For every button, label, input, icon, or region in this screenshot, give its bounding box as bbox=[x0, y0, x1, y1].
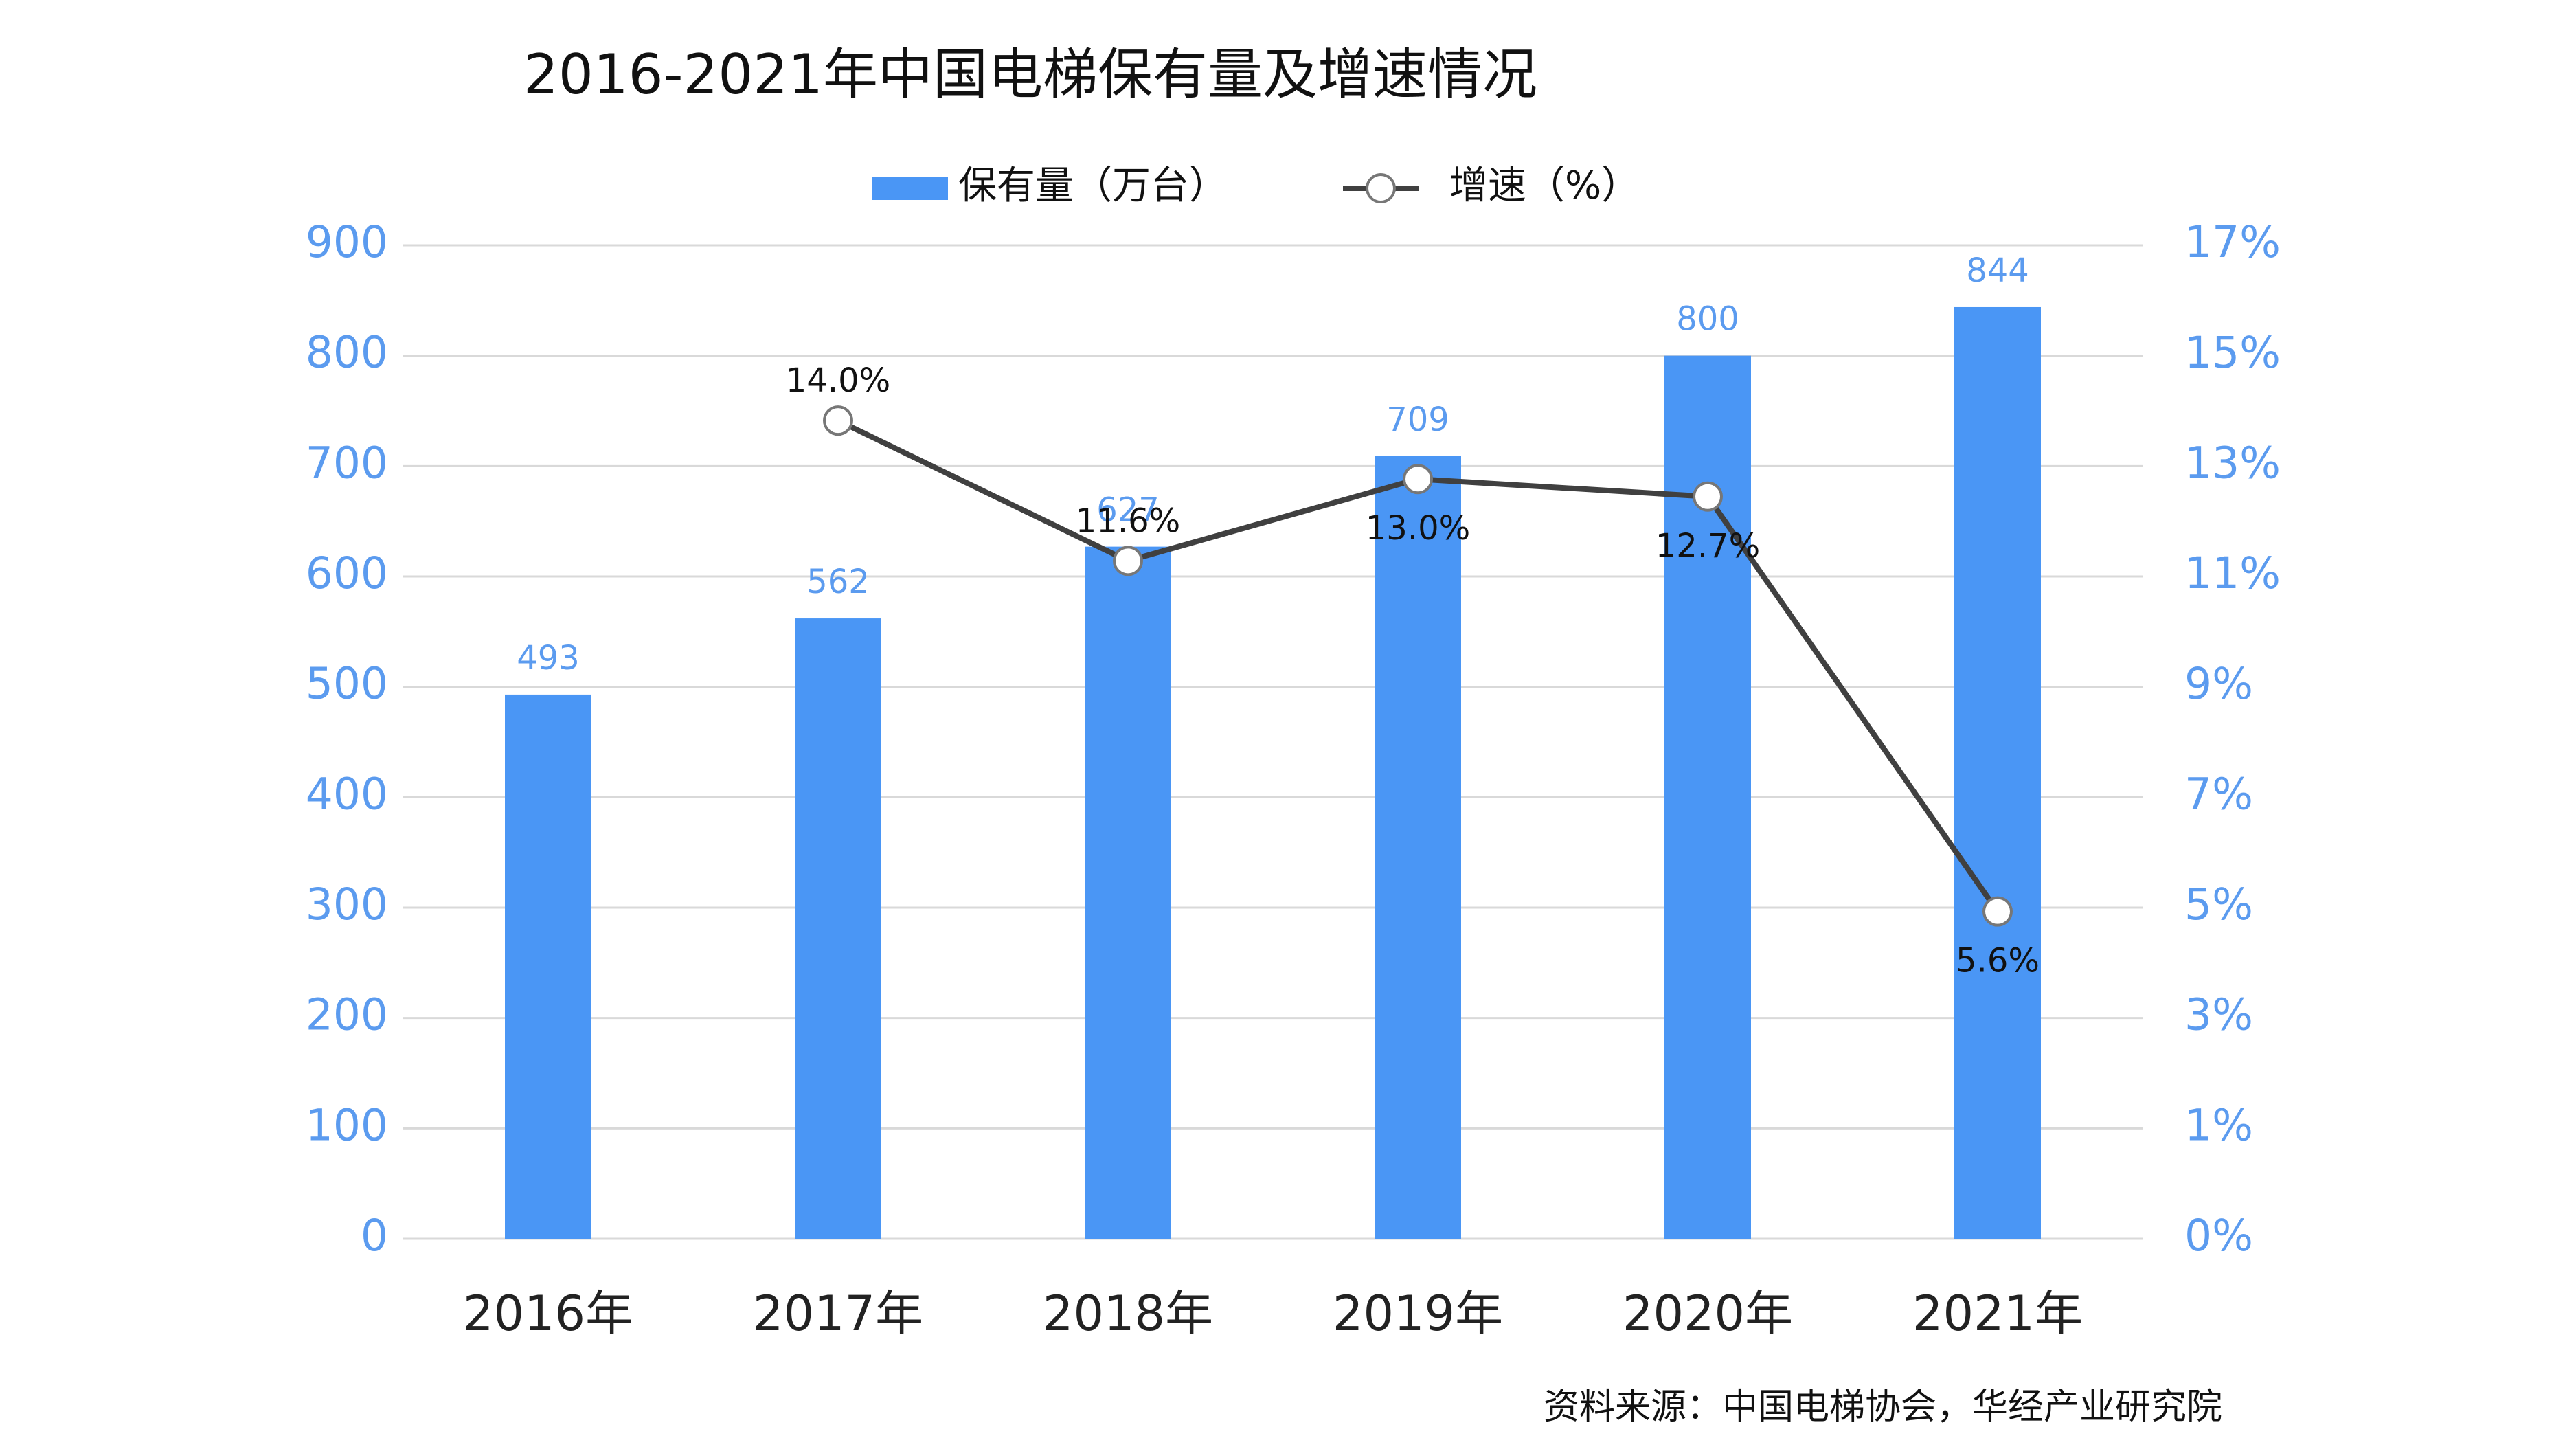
y-tick-label: 900 bbox=[306, 217, 388, 267]
x-tick-label: 2019年 bbox=[1333, 1285, 1503, 1342]
x-tick-label: 2020年 bbox=[1623, 1285, 1793, 1342]
y-tick-label: 0 bbox=[361, 1211, 388, 1261]
bar-value-label: 627 bbox=[1096, 491, 1160, 530]
line-value-label: 12.7% bbox=[1656, 527, 1760, 565]
line-value-label: 11.6% bbox=[1076, 502, 1180, 540]
y-tick-label: 300 bbox=[306, 879, 388, 930]
y2-tick-label: 1% bbox=[2184, 1100, 2253, 1150]
line-marker bbox=[1693, 481, 1723, 512]
line-marker bbox=[1982, 896, 2013, 927]
bar-value-label: 800 bbox=[1676, 300, 1739, 339]
y2-tick-label: 13% bbox=[2184, 438, 2281, 488]
legend-label: 增速（%） bbox=[1449, 164, 1640, 208]
y2-tick-label: 11% bbox=[2184, 548, 2281, 598]
y-tick-label: 500 bbox=[306, 659, 388, 709]
bar bbox=[505, 694, 591, 1239]
line-value-label: 5.6% bbox=[1956, 942, 2040, 980]
y2-tick-label: 0% bbox=[2184, 1211, 2253, 1261]
legend-label: 保有量（万台） bbox=[958, 164, 1228, 208]
bar bbox=[1954, 306, 2041, 1239]
y2-tick-label: 7% bbox=[2184, 769, 2253, 819]
y-tick-label: 800 bbox=[306, 328, 388, 378]
bar bbox=[1085, 546, 1171, 1239]
line-value-label: 14.0% bbox=[786, 361, 890, 400]
y-tick-label: 100 bbox=[306, 1100, 388, 1150]
y-tick-label: 400 bbox=[306, 769, 388, 819]
x-tick-label: 2017年 bbox=[753, 1285, 923, 1342]
y2-tick-label: 15% bbox=[2184, 328, 2281, 378]
x-tick-label: 2016年 bbox=[463, 1285, 633, 1342]
y2-tick-label: 5% bbox=[2184, 879, 2253, 930]
legend-swatch-marker bbox=[1366, 173, 1396, 203]
bar bbox=[1375, 456, 1461, 1239]
legend-swatch bbox=[872, 177, 948, 200]
x-tick-label: 2018年 bbox=[1043, 1285, 1213, 1342]
line-value-label: 13.0% bbox=[1366, 509, 1470, 548]
bar-value-label: 709 bbox=[1386, 401, 1449, 439]
line-marker bbox=[1403, 464, 1433, 495]
bar-value-label: 844 bbox=[1966, 251, 2029, 290]
source-note: 资料来源：中国电梯协会，华经产业研究院 bbox=[1544, 1386, 2222, 1428]
bar-value-label: 493 bbox=[517, 639, 580, 677]
y-tick-label: 600 bbox=[306, 548, 388, 598]
bar bbox=[795, 618, 881, 1239]
y2-tick-label: 17% bbox=[2184, 217, 2281, 267]
x-tick-label: 2021年 bbox=[1912, 1285, 2083, 1342]
chart-title: 2016-2021年中国电梯保有量及增速情况 bbox=[523, 43, 1537, 106]
y-tick-label: 700 bbox=[306, 438, 388, 488]
y2-tick-label: 9% bbox=[2184, 659, 2253, 709]
bar-value-label: 562 bbox=[806, 563, 870, 601]
line-marker bbox=[1113, 546, 1143, 576]
y2-tick-label: 3% bbox=[2184, 990, 2253, 1040]
line-marker bbox=[823, 405, 853, 436]
y-tick-label: 200 bbox=[306, 990, 388, 1040]
